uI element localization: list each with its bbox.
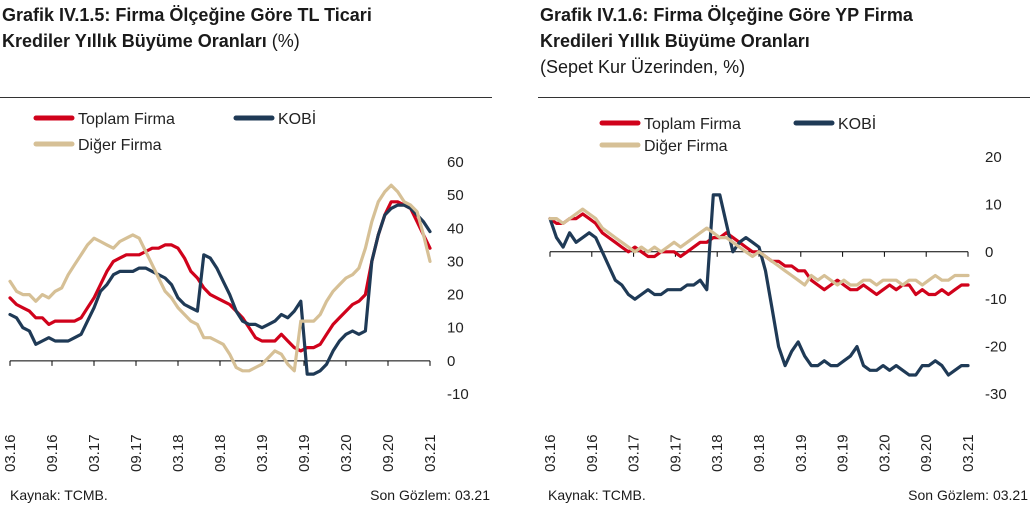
series-line: [8, 183, 432, 373]
chart-title: Grafik IV.1.5: Firma Ölçeğine Göre TL Ti…: [2, 2, 492, 54]
title-line-1: Grafik IV.1.5: Firma Ölçeğine Göre TL Ti…: [2, 5, 372, 25]
source-note: Kaynak: TCMB.: [548, 487, 646, 503]
y-tick-label: -20: [985, 339, 1007, 356]
last-observation: Son Gözlem: 03.21: [908, 487, 1028, 503]
series-line: [548, 207, 970, 287]
y-tick-label: 50: [447, 187, 464, 204]
x-tick-label: 03.17: [86, 434, 103, 472]
legend-label: KOBİ: [278, 109, 316, 128]
y-tick-label: 60: [447, 154, 464, 171]
y-tick-label: 40: [447, 220, 464, 237]
legend: Toplam Firma KOBİ Diğer Firma: [599, 114, 876, 155]
line-chart-yp: 03.16 09.16 03.17 09.17 03.18 09.18 03.19 09.19…: [542, 114, 1007, 472]
chart-panel-left: Grafik IV.1.5: Firma Ölçeğine Göre TL Ti…: [0, 0, 494, 516]
x-tick-label: 03.19: [793, 434, 810, 472]
x-tick-label: 09.16: [584, 434, 601, 472]
y-tick-label: -10: [985, 291, 1007, 308]
series-line: [8, 203, 432, 376]
line-chart-tl: 03.16 09.16 03.17 09.17 03.18 09.18 03.19 09.19…: [2, 109, 469, 472]
title-line-3: (Sepet Kur Üzerinden, %): [540, 57, 746, 77]
x-tick-label: 03.20: [876, 434, 893, 472]
legend: Toplam Firma KOBİ Diğer Firma: [33, 109, 316, 154]
x-tick-label: 03.18: [709, 434, 726, 472]
x-tick-label: 03.21: [422, 434, 439, 472]
y-tick-label: 20: [447, 287, 464, 304]
y-tick-label: -30: [985, 386, 1007, 403]
source-note: Kaynak: TCMB.: [10, 487, 108, 503]
title-divider: [538, 97, 1030, 98]
x-tick-label: 09.17: [128, 434, 145, 472]
legend-label: KOBİ: [838, 114, 876, 133]
x-tick-label: 03.18: [170, 434, 187, 472]
legend-label: Diğer Firma: [78, 137, 162, 154]
title-line-2: Kredileri Yıllık Büyüme Oranları: [540, 31, 810, 51]
x-tick-label: 03.19: [254, 434, 271, 472]
chart-title: Grafik IV.1.6: Firma Ölçeğine Göre YP Fi…: [540, 2, 1030, 80]
y-tick-label: 0: [447, 353, 455, 370]
x-tick-label: 09.17: [667, 434, 684, 472]
x-tick-label: 09.19: [296, 434, 313, 472]
legend-label: Toplam Firma: [78, 111, 175, 128]
chart-panel-right: Grafik IV.1.6: Firma Ölçeğine Göre YP Fi…: [538, 0, 1032, 516]
x-tick-label: 09.19: [835, 434, 852, 472]
series-line: [548, 193, 970, 377]
legend-label: Diğer Firma: [644, 138, 728, 155]
y-tick-label: 10: [985, 196, 1002, 213]
x-tick-label: 09.20: [918, 434, 935, 472]
x-tick-label: 03.16: [542, 434, 559, 472]
x-tick-label: 03.21: [960, 434, 977, 472]
y-tick-label: 20: [985, 149, 1002, 166]
plot-area: [550, 157, 968, 394]
x-tick-label: 03.20: [338, 434, 355, 472]
title-line-2: Krediler Yıllık Büyüme Oranları: [2, 31, 267, 51]
x-tick-label: 09.20: [380, 434, 397, 472]
x-tick-label: 09.18: [212, 434, 229, 472]
y-tick-label: 10: [447, 320, 464, 337]
y-tick-label: -10: [447, 386, 469, 403]
x-tick-label: 09.16: [44, 434, 61, 472]
series-line: [8, 200, 432, 353]
y-tick-label: 30: [447, 253, 464, 270]
y-tick-label: 0: [985, 244, 993, 261]
x-tick-label: 03.16: [2, 434, 19, 472]
title-line-1: Grafik IV.1.6: Firma Ölçeğine Göre YP Fi…: [540, 5, 913, 25]
title-divider: [0, 97, 492, 98]
legend-label: Toplam Firma: [644, 116, 741, 133]
x-tick-label: 03.17: [626, 434, 643, 472]
last-observation: Son Gözlem: 03.21: [370, 487, 490, 503]
x-tick-label: 09.18: [751, 434, 768, 472]
title-unit: (%): [266, 31, 300, 51]
